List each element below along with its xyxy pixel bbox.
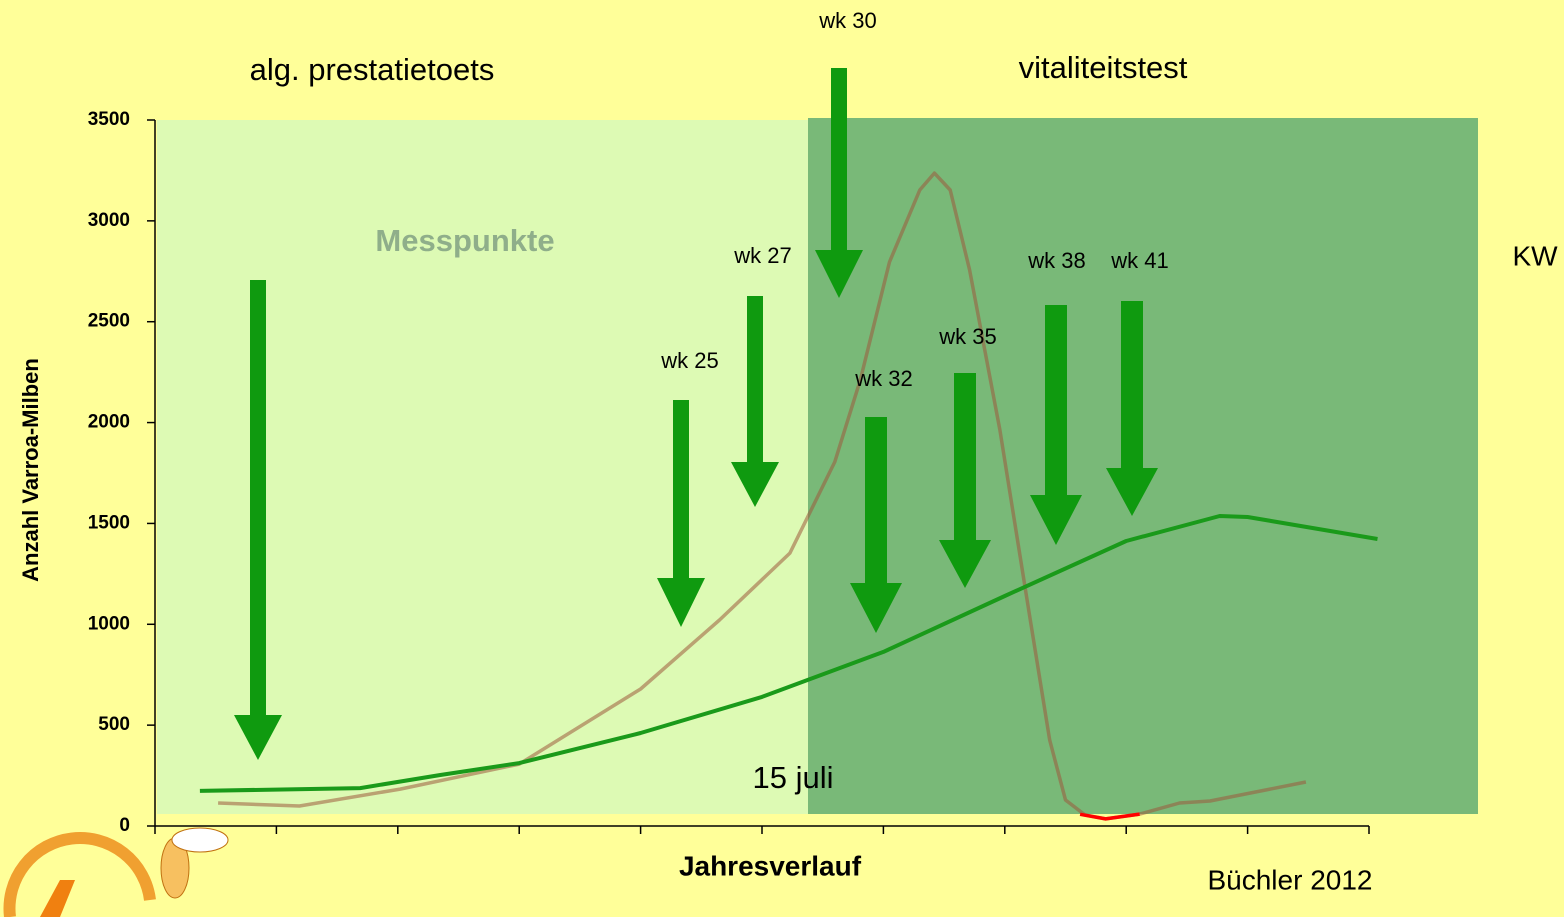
annotation: wk 30 <box>818 8 876 33</box>
y-tick-label: 3500 <box>88 109 130 130</box>
chart-subtitle: vitaliteitstest <box>1019 50 1188 85</box>
chart: alg. prestatietoets vitaliteitstest Mess… <box>0 0 1564 917</box>
y-axis-label: Anzahl Varroa-Milben <box>18 358 43 582</box>
chart-title: alg. prestatietoets <box>250 52 495 87</box>
y-tick-label: 3000 <box>88 210 130 231</box>
annotation: 15 juli <box>753 760 834 795</box>
y-tick-label: 2500 <box>88 311 130 332</box>
annotation: wk 41 <box>1110 248 1168 273</box>
annotation: wk 25 <box>660 348 718 373</box>
y-tick-label: 500 <box>98 714 130 735</box>
annotation: wk 27 <box>733 243 791 268</box>
y-tick-label: 1000 <box>88 613 130 634</box>
y-tick-label: 1500 <box>88 512 130 533</box>
logo-wing <box>172 828 228 852</box>
annotation: wk 35 <box>938 324 996 349</box>
annotation: wk 38 <box>1027 248 1085 273</box>
annotation: KW <box>1512 240 1558 271</box>
y-tick-label: 0 <box>119 815 130 836</box>
annotation: Messpunkte <box>375 223 554 258</box>
credit: Büchler 2012 <box>1207 864 1372 895</box>
annotation: wk 32 <box>854 366 912 391</box>
x-axis-label: Jahresverlauf <box>679 850 862 881</box>
y-tick-label: 2000 <box>88 412 130 433</box>
page: alg. prestatietoets vitaliteitstest Mess… <box>0 0 1564 917</box>
